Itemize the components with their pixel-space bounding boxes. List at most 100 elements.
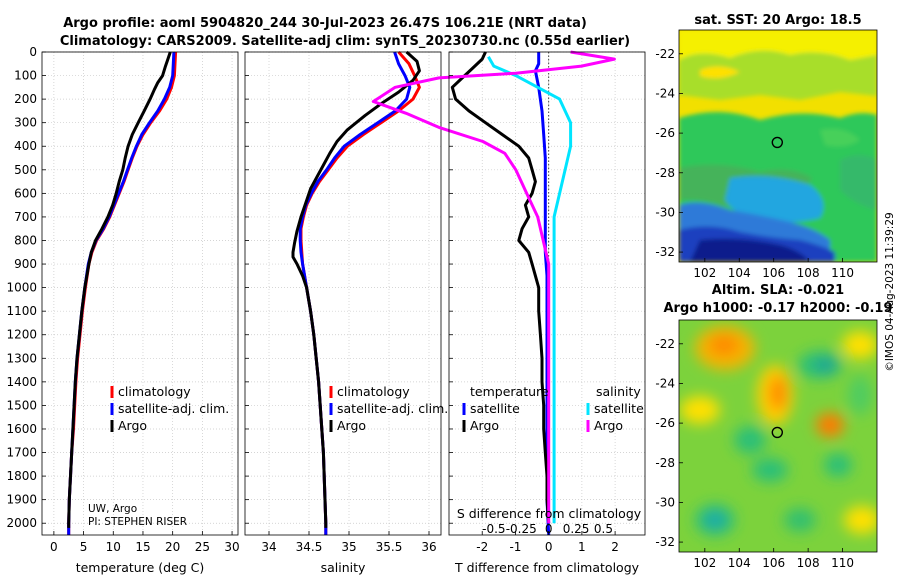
x-tick-label: 36	[421, 540, 436, 554]
legend-label-argo: Argo	[337, 418, 366, 433]
x-tick-label: 34	[261, 540, 276, 554]
x-tick-label: 1	[578, 540, 586, 554]
legend-label-satellite: satellite-adj. clim.	[118, 401, 229, 416]
map-x-tick-label: 104	[728, 556, 751, 570]
s-tick-label: 0	[545, 522, 553, 536]
credit-source: UW, Argo	[88, 503, 137, 515]
map-y-tick-label: -32	[655, 245, 675, 259]
y-tick-label: 1200	[6, 328, 37, 342]
y-tick-label: 200	[14, 92, 37, 106]
x-tick-label: 15	[135, 540, 150, 554]
argo-position-marker	[771, 426, 784, 439]
imos-timestamp: ©IMOS 04-Aug-2023 11:39:29	[884, 212, 896, 371]
y-tick-label: 900	[14, 257, 37, 271]
map-x-tick-label: 102	[693, 266, 716, 280]
legend-label-satellite: satellite-adj. clim.	[337, 401, 448, 416]
map-y-tick-label: -28	[655, 166, 675, 180]
salinity-legend: climatology satellite-adj. clim. Argo	[329, 384, 448, 433]
map-x-tick-label: 108	[797, 556, 820, 570]
map-y-tick-label: -22	[655, 47, 675, 61]
legend-heading-salinity: salinity	[596, 384, 641, 399]
axes-frame	[448, 51, 646, 536]
s-tick-label: -0.5	[482, 522, 505, 536]
map-y-tick-label: -30	[655, 495, 675, 509]
y-tick-label: 1100	[6, 304, 37, 318]
y-tick-label: 1600	[6, 422, 37, 436]
sst-map: sat. SST: 20 Argo: 18.5 102 104 106 108 110 -…	[655, 13, 878, 280]
y-tick-label: 700	[14, 210, 37, 224]
x-axis-label: temperature (deg C)	[76, 560, 205, 575]
difference-panel: -2 -1 0 1 2 T difference from climatology S di…	[371, 50, 646, 575]
x-tick-label: 34.5	[296, 540, 323, 554]
axes-frame	[244, 51, 442, 536]
x-axis-label: T difference from climatology	[454, 560, 640, 575]
map-y-tick-label: -24	[655, 376, 675, 390]
y-tick-label: 500	[14, 163, 37, 177]
x-tick-label: 35	[341, 540, 356, 554]
x-axis-label: salinity	[321, 560, 366, 575]
sla-map-subtitle: Argo h1000: -0.17 h2000: -0.19	[663, 301, 892, 316]
difference-legend: temperature satellite Argo salinity sate…	[462, 384, 644, 433]
x-tick-label: -1	[509, 540, 521, 554]
legend-label-s-satellite: satellite	[594, 401, 644, 416]
y-tick-label: 1700	[6, 446, 37, 460]
map-y-tick-label: -26	[655, 126, 675, 140]
sla-map-title: Altim. SLA: -0.021	[712, 283, 844, 298]
legend-label-climatology: climatology	[337, 384, 410, 399]
x-tick-label: 25	[195, 540, 210, 554]
figure-title-line2: Climatology: CARS2009. Satellite-adj cli…	[60, 34, 630, 49]
legend-heading-temperature: temperature	[470, 384, 549, 399]
x-tick-label: 0	[545, 540, 553, 554]
map-x-tick-label: 106	[762, 556, 785, 570]
y-tick-label: 300	[14, 116, 37, 130]
map-x-tick-label: 108	[797, 266, 820, 280]
x-tick-label: 20	[165, 540, 180, 554]
map-x-tick-label: 110	[831, 266, 854, 280]
y-tick-label: 100	[14, 69, 37, 83]
y-tick-label: 0	[29, 45, 37, 59]
grid	[42, 51, 238, 535]
y-tick-label: 400	[14, 139, 37, 153]
legend-label-s-argo: Argo	[594, 418, 623, 433]
sla-map: Altim. SLA: -0.021 Argo h1000: -0.17 h20…	[655, 283, 892, 570]
legend-label-t-argo: Argo	[470, 418, 499, 433]
series-line-s-satellite	[487, 55, 573, 524]
map-x-tick-label: 110	[831, 556, 854, 570]
legend-label-argo: Argo	[118, 418, 147, 433]
legend-label-t-satellite: satellite	[470, 401, 520, 416]
argo-position-marker	[771, 136, 784, 149]
x-tick-label: 30	[224, 540, 239, 554]
y-tick-label: 1300	[6, 351, 37, 365]
y-tick-label: 2000	[6, 516, 37, 530]
x-tick-label: -2	[476, 540, 488, 554]
figure-title-line1: Argo profile: aoml 5904820_244 30-Jul-20…	[63, 16, 587, 31]
map-y-tick-label: -22	[655, 337, 675, 351]
legend-label-climatology: climatology	[118, 384, 191, 399]
s-tick-label: 0.25	[563, 522, 590, 536]
x-tick-label: 5	[80, 540, 88, 554]
series-line-t-satellite	[533, 52, 551, 536]
map-y-tick-label: -26	[655, 416, 675, 430]
series-line-argo	[67, 51, 172, 528]
map-y-tick-label: -30	[655, 205, 675, 219]
x-tick-label: 0	[50, 540, 58, 554]
x-tick-label: 35.5	[376, 540, 403, 554]
grid	[245, 51, 441, 535]
temperature-panel: 0 5 10 15 20 25 30 temperature (deg C) 0 100 200 30…	[6, 45, 239, 575]
s-tick-label: 0.5	[594, 522, 613, 536]
axes-frame	[41, 51, 239, 536]
map-x-tick-label: 102	[693, 556, 716, 570]
x-tick-label: 2	[611, 540, 619, 554]
map-y-tick-label: -24	[655, 86, 675, 100]
series-line-s-argo	[371, 50, 616, 524]
y-tick-label: 600	[14, 186, 37, 200]
y-tick-label: 800	[14, 233, 37, 247]
series-line-argo	[291, 50, 421, 528]
s-axis-label: S difference from climatology	[457, 506, 642, 521]
sst-map-title: sat. SST: 20 Argo: 18.5	[694, 13, 861, 28]
series-line-t-argo	[450, 51, 551, 524]
y-tick-label: 1800	[6, 469, 37, 483]
y-tick-label: 1400	[6, 375, 37, 389]
temperature-legend: climatology satellite-adj. clim. Argo	[110, 384, 229, 433]
